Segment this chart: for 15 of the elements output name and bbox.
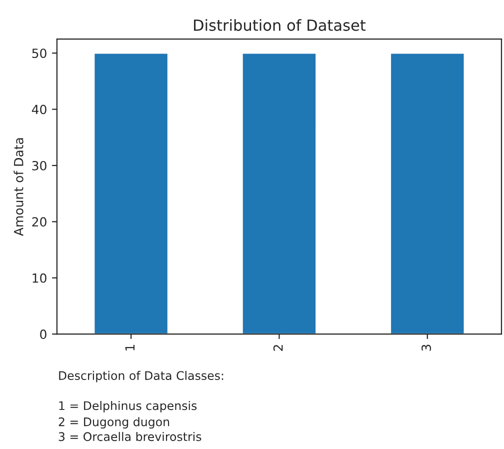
text: 3 = Orcaella brevirostris	[58, 432, 202, 442]
y-tick-label: 10	[32, 273, 46, 283]
y-tick-label: 40	[32, 104, 46, 114]
x-tick-label: 1	[125, 344, 134, 350]
text: Description of Data Classes:	[59, 370, 224, 382]
y-tick-label: 30	[32, 160, 46, 170]
y-tick-label: 0	[40, 330, 46, 339]
y-tick-label: 50	[32, 48, 46, 58]
y-tick-label: 20	[32, 217, 46, 227]
text: 2 = Dugong dugon	[58, 417, 170, 429]
text: 1 = Delphinus capensis	[59, 400, 197, 412]
chart-title: Distribution of Dataset	[194, 19, 366, 31]
x-tick-label: 3	[422, 344, 432, 351]
x-tick-label: 2	[273, 345, 283, 351]
y-axis-title: Amount of Data	[14, 138, 24, 236]
